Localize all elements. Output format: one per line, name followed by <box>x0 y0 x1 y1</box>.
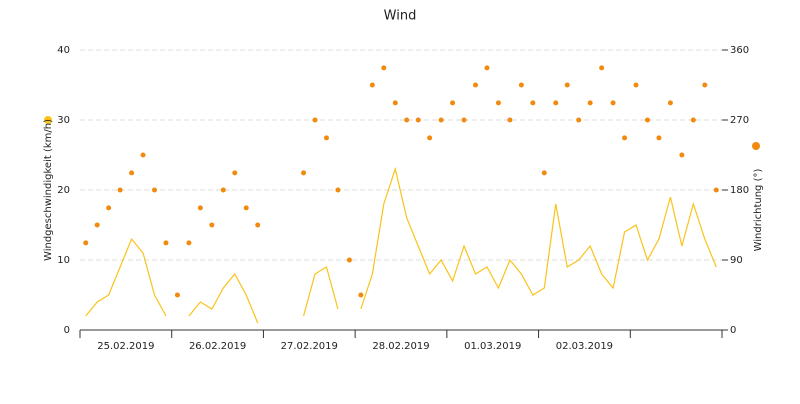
direction-point <box>163 240 169 246</box>
y-tick-label: 0 <box>64 325 70 336</box>
direction-point <box>484 65 490 71</box>
direction-point <box>381 65 387 71</box>
direction-point <box>576 117 582 123</box>
direction-point <box>622 135 628 141</box>
x-tick-label: 27.02.2019 <box>281 341 338 352</box>
x-tick-label: 26.02.2019 <box>189 341 246 352</box>
direction-point <box>301 170 307 176</box>
direction-point <box>323 135 329 141</box>
direction-point <box>174 292 180 298</box>
direction-point <box>358 292 364 298</box>
direction-point <box>518 82 524 88</box>
direction-point <box>243 205 249 211</box>
direction-point <box>667 100 673 106</box>
direction-point <box>427 135 433 141</box>
y-legend-dot <box>44 116 52 124</box>
direction-point <box>644 117 650 123</box>
y2-tick-label: 180 <box>730 185 749 196</box>
y-tick-label: 40 <box>57 45 70 56</box>
y2-legend-dot <box>752 142 760 150</box>
direction-point <box>404 117 410 123</box>
x-tick-label: 02.03.2019 <box>556 341 613 352</box>
direction-point <box>450 100 456 106</box>
direction-point <box>197 205 203 211</box>
y2-tick-label: 270 <box>730 115 749 126</box>
speed-line <box>85 237 167 317</box>
direction-point <box>656 135 662 141</box>
speed-line <box>360 166 717 310</box>
y2-tick-label: 90 <box>730 255 743 266</box>
x-tick-label: 28.02.2019 <box>372 341 429 352</box>
x-tick-label: 25.02.2019 <box>97 341 154 352</box>
speed-line <box>188 272 259 324</box>
direction-point <box>312 117 318 123</box>
direction-point <box>186 240 192 246</box>
direction-point <box>564 82 570 88</box>
direction-point <box>507 117 513 123</box>
speed-line <box>302 266 339 317</box>
direction-point <box>713 187 719 193</box>
direction-point <box>392 100 398 106</box>
direction-point <box>679 152 685 158</box>
direction-point <box>209 222 215 228</box>
y-tick-label: 10 <box>57 255 70 266</box>
direction-point <box>530 100 536 106</box>
direction-point <box>702 82 708 88</box>
direction-point <box>220 187 226 193</box>
direction-point <box>152 187 158 193</box>
y2-tick-label: 0 <box>730 325 736 336</box>
direction-point <box>117 187 123 193</box>
direction-point <box>255 222 261 228</box>
direction-point <box>495 100 501 106</box>
direction-point <box>587 100 593 106</box>
y2-tick-label: 360 <box>730 45 749 56</box>
direction-point <box>94 222 100 228</box>
direction-point <box>438 117 444 123</box>
direction-point <box>415 117 421 123</box>
direction-point <box>461 117 467 123</box>
direction-point <box>473 82 479 88</box>
direction-point <box>690 117 696 123</box>
y-axis-title: Windgeschwindigkeit (km/h) <box>43 119 54 261</box>
direction-point <box>106 205 112 211</box>
direction-point <box>553 100 559 106</box>
direction-point <box>633 82 639 88</box>
y-tick-label: 30 <box>57 115 70 126</box>
direction-point <box>541 170 547 176</box>
direction-point <box>83 240 89 246</box>
direction-point <box>140 152 146 158</box>
direction-point <box>599 65 605 71</box>
x-tick-label: 01.03.2019 <box>464 341 521 352</box>
direction-point <box>610 100 616 106</box>
direction-point <box>232 170 238 176</box>
chart-title: Wind <box>384 9 417 24</box>
direction-point <box>346 257 352 263</box>
y-tick-label: 20 <box>57 185 70 196</box>
direction-point <box>369 82 375 88</box>
y2-axis-title: Windrichtung (°) <box>753 169 764 252</box>
direction-point <box>335 187 341 193</box>
direction-point <box>129 170 135 176</box>
